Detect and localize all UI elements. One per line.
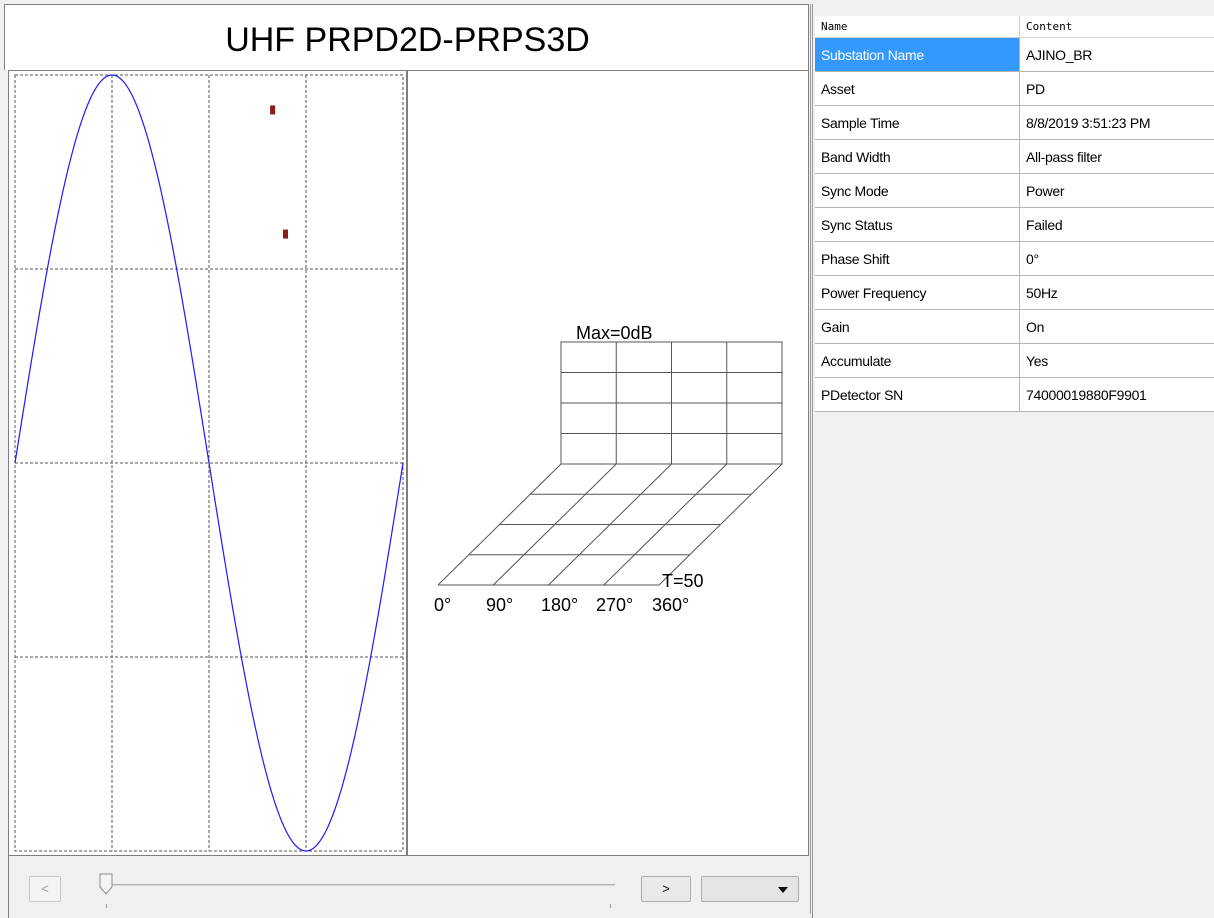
property-grid-header: Name Content — [815, 16, 1214, 38]
prpd-2d-chart — [8, 70, 407, 856]
property-value: Failed — [1026, 217, 1063, 233]
playback-controls: < > — [8, 856, 813, 918]
table-row[interactable]: Sample Time 8/8/2019 3:51:23 PM — [815, 106, 1214, 140]
prps-floor-grid-diagonal — [548, 463, 672, 586]
column-header-content[interactable]: Content — [1026, 20, 1073, 33]
table-row[interactable]: Band Width All-pass filter — [815, 140, 1214, 174]
table-row[interactable]: Sync Status Failed — [815, 208, 1214, 242]
previous-button[interactable]: < — [29, 876, 61, 902]
property-rows: Substation Name AJINO_BR Asset PD Sample Tim… — [815, 38, 1214, 412]
prps-floor-grid-diagonal — [658, 463, 783, 586]
prps-floor-grid-diagonal — [492, 463, 617, 586]
table-row[interactable]: PDetector SN 74000019880F9901 — [815, 378, 1214, 412]
property-name: Substation Name — [815, 38, 1020, 71]
property-name: Sync Status — [815, 208, 1020, 241]
prpd-plot — [14, 74, 404, 852]
table-row[interactable]: Substation Name AJINO_BR — [815, 38, 1214, 72]
property-value: Yes — [1026, 353, 1048, 369]
property-name: Power Frequency — [815, 276, 1020, 309]
property-name: Accumulate — [815, 344, 1020, 377]
column-header-name[interactable]: Name — [815, 16, 1020, 38]
prps-floor-grid-diagonal — [603, 463, 728, 586]
discharge-point — [283, 229, 289, 239]
property-name: Band Width — [815, 140, 1020, 173]
prps-phase-tick-label: 360° — [652, 595, 689, 615]
property-value: 74000019880F9901 — [1026, 387, 1147, 403]
sine-reference-wave — [14, 74, 404, 852]
property-name: Asset — [815, 72, 1020, 105]
property-name: Sync Mode — [815, 174, 1020, 207]
property-value: 8/8/2019 3:51:23 PM — [1026, 115, 1151, 131]
prps-t-label: T=50 — [662, 571, 704, 591]
property-value: Power — [1026, 183, 1065, 199]
prps-phase-tick-label: 180° — [541, 595, 578, 615]
table-row[interactable]: Accumulate Yes — [815, 344, 1214, 378]
title-bar: UHF PRPD2D-PRPS3D — [4, 4, 809, 70]
frame-select-dropdown[interactable] — [701, 876, 799, 902]
slider-tick-start — [106, 904, 107, 908]
frame-slider-thumb[interactable] — [99, 873, 113, 895]
chart-title: UHF PRPD2D-PRPS3D — [225, 21, 590, 59]
property-value: 50Hz — [1026, 285, 1058, 301]
table-row[interactable]: Asset PD — [815, 72, 1214, 106]
next-button[interactable]: > — [641, 876, 691, 902]
property-value: On — [1026, 319, 1045, 335]
table-row[interactable]: Phase Shift 0° — [815, 242, 1214, 276]
chevron-down-icon — [778, 887, 788, 893]
property-value: All-pass filter — [1026, 149, 1102, 165]
frame-slider-track[interactable] — [105, 884, 615, 886]
property-grid: Name Content Substation Name AJINO_BR Asse… — [810, 4, 1214, 914]
prps-max-label: Max=0dB — [576, 323, 653, 343]
table-row[interactable]: Gain On — [815, 310, 1214, 344]
property-value: 0° — [1026, 251, 1039, 267]
prps-phase-tick-label: 0° — [434, 595, 451, 615]
table-row[interactable]: Power Frequency 50Hz — [815, 276, 1214, 310]
prps-plot: Max=0dB T=50 0° 90° 180° 270° 360° — [434, 323, 783, 615]
property-value: PD — [1026, 81, 1045, 97]
property-value: AJINO_BR — [1026, 47, 1093, 63]
property-name: Phase Shift — [815, 242, 1020, 275]
prps-3d-chart: Max=0dB T=50 0° 90° 180° 270° 360° — [407, 70, 809, 856]
property-name: Sample Time — [815, 106, 1020, 139]
prps-phase-tick-label: 270° — [596, 595, 633, 615]
property-name: Gain — [815, 310, 1020, 343]
slider-tick-end — [610, 904, 611, 908]
property-name: PDetector SN — [815, 378, 1020, 411]
chart-panel: UHF PRPD2D-PRPS3D Max=0dB T=50 0° 90° 180° 27… — [4, 4, 813, 918]
discharge-point — [270, 105, 276, 115]
prps-floor-grid-diagonal — [437, 463, 562, 586]
prps-phase-tick-label: 90° — [486, 595, 513, 615]
table-row[interactable]: Sync Mode Power — [815, 174, 1214, 208]
